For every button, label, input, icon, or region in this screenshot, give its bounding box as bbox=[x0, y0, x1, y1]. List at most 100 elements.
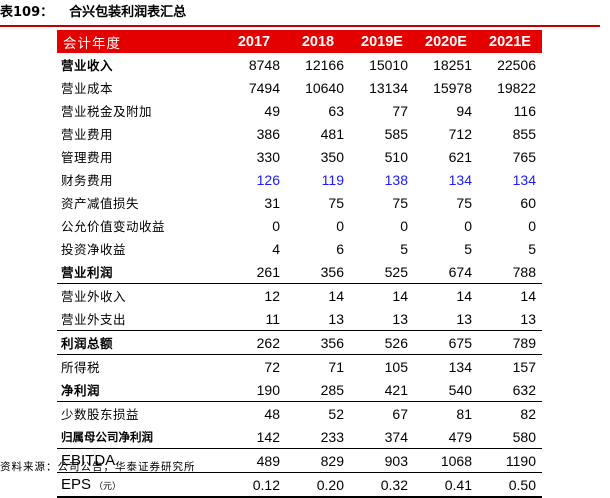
cell-value: 789 bbox=[478, 330, 542, 355]
cell-value: 75 bbox=[328, 194, 344, 211]
row-total-profit: 利润总额 262 356 526 675 789 bbox=[57, 330, 542, 355]
row-asset-impairment: 资产减值损失 31 75 75 75 60 bbox=[57, 191, 542, 214]
row-net-profit-attributable: 归属母公司净利润 142 233 374 479 580 bbox=[57, 425, 542, 449]
row-eps: EPS （元） 0.12 0.20 0.32 0.41 0.50 bbox=[57, 472, 542, 498]
cell-value: 13 bbox=[328, 310, 344, 327]
row-label: 净利润 bbox=[61, 383, 101, 398]
cell-value: 52 bbox=[286, 401, 350, 425]
cell-value: 5 bbox=[528, 240, 536, 257]
cell-value: 105 bbox=[350, 354, 414, 378]
cell-value: 22506 bbox=[497, 56, 536, 73]
row-label: 营业外支出 bbox=[61, 312, 127, 327]
cell-value: 479 bbox=[448, 428, 472, 445]
cell-value: 134 bbox=[512, 171, 536, 188]
cell-value: 71 bbox=[286, 354, 350, 378]
cell-value: 386 bbox=[256, 125, 280, 142]
cell-value: 14 bbox=[478, 283, 542, 307]
cell-value: 75 bbox=[456, 194, 472, 211]
cell-value: 5 bbox=[464, 240, 472, 257]
cell-value: 49 bbox=[264, 102, 280, 119]
cell-value: 138 bbox=[384, 171, 408, 188]
header-2021e: 2021E bbox=[478, 30, 542, 53]
caption-title: 合兴包装利润表汇总 bbox=[69, 5, 187, 20]
cell-value: 0.50 bbox=[478, 472, 542, 498]
cell-value: 11 bbox=[265, 310, 280, 327]
cell-value: 0.32 bbox=[350, 472, 414, 498]
cell-value: 233 bbox=[320, 428, 344, 445]
header-2019e: 2019E bbox=[350, 30, 414, 53]
cell-value: 94 bbox=[456, 102, 472, 119]
cell-value: 5 bbox=[400, 240, 408, 257]
cell-value: 374 bbox=[384, 428, 408, 445]
cell-value: 0 bbox=[464, 217, 472, 234]
cell-value: 0.12 bbox=[222, 472, 286, 498]
cell-value: 116 bbox=[513, 102, 536, 119]
row-label: 资产减值损失 bbox=[61, 196, 140, 211]
row-ebitda: EBITDA 489 829 903 1068 1190 bbox=[57, 448, 542, 473]
cell-value: 489 bbox=[222, 448, 286, 473]
cell-value: 12 bbox=[222, 283, 286, 307]
row-operating-revenue: 营业收入 8748 12166 15010 18251 22506 bbox=[57, 53, 542, 76]
row-operating-cost: 营业成本 7494 10640 13134 15978 19822 bbox=[57, 76, 542, 99]
row-non-operating-income: 营业外收入 12 14 14 14 14 bbox=[57, 283, 542, 307]
cell-value: 10640 bbox=[305, 79, 344, 96]
cell-value: 262 bbox=[222, 330, 286, 355]
cell-value: 4 bbox=[272, 240, 280, 257]
cell-value: 0.20 bbox=[286, 472, 350, 498]
cell-value: 903 bbox=[350, 448, 414, 473]
cell-value: 621 bbox=[448, 148, 472, 165]
row-operating-profit: 营业利润 261 356 525 674 788 bbox=[57, 260, 542, 284]
row-label: 营业外收入 bbox=[57, 283, 222, 307]
row-label: 营业税金及附加 bbox=[61, 104, 153, 119]
cell-value: 157 bbox=[478, 354, 542, 378]
cell-value: 14 bbox=[414, 283, 478, 307]
row-label: 归属母公司净利润 bbox=[61, 429, 153, 444]
row-label: EPS （元） bbox=[57, 472, 222, 498]
cell-value: 13 bbox=[392, 310, 408, 327]
cell-value: 829 bbox=[286, 448, 350, 473]
row-non-operating-expense: 营业外支出 11 13 13 13 13 bbox=[57, 307, 542, 331]
row-investment-income: 投资净收益 4 6 5 5 5 bbox=[57, 237, 542, 260]
row-label: EBITDA bbox=[57, 448, 222, 473]
cell-value: 119 bbox=[321, 171, 344, 188]
header-2017: 2017 bbox=[222, 30, 286, 53]
row-label: 投资净收益 bbox=[61, 242, 127, 257]
cell-value: 712 bbox=[448, 125, 472, 142]
cell-value: 12166 bbox=[305, 56, 344, 73]
cell-value: 63 bbox=[328, 102, 344, 119]
caption-label: 表109： bbox=[0, 5, 54, 20]
cell-value: 356 bbox=[320, 263, 344, 280]
cell-value: 81 bbox=[414, 401, 478, 425]
cell-value: 134 bbox=[414, 354, 478, 378]
row-label: 所得税 bbox=[57, 354, 222, 378]
row-label: 营业成本 bbox=[61, 81, 114, 96]
cell-value: 421 bbox=[384, 381, 408, 398]
cell-value: 674 bbox=[448, 263, 472, 280]
cell-value: 0.41 bbox=[414, 472, 478, 498]
row-label: 公允价值变动收益 bbox=[61, 219, 166, 234]
row-fair-value-change: 公允价值变动收益 0 0 0 0 0 bbox=[57, 214, 542, 237]
cell-value: 1190 bbox=[478, 448, 542, 473]
cell-value: 14 bbox=[286, 283, 350, 307]
cell-value: 526 bbox=[350, 330, 414, 355]
header-fiscal-year: 会计年度 bbox=[57, 30, 222, 53]
row-label: 少数股东损益 bbox=[57, 401, 222, 425]
row-label: 营业费用 bbox=[61, 127, 114, 142]
caption-divider bbox=[0, 25, 600, 27]
row-business-tax: 营业税金及附加 49 63 77 94 116 bbox=[57, 99, 542, 122]
eps-unit: （元） bbox=[94, 482, 122, 492]
cell-value: 481 bbox=[320, 125, 344, 142]
table-header-row: 会计年度 2017 2018 2019E 2020E 2021E bbox=[57, 30, 542, 53]
cell-value: 855 bbox=[512, 125, 536, 142]
cell-value: 134 bbox=[448, 171, 472, 188]
row-admin-expense: 管理费用 330 350 510 621 765 bbox=[57, 145, 542, 168]
row-label: 营业收入 bbox=[61, 58, 114, 73]
income-statement-table: 会计年度 2017 2018 2019E 2020E 2021E 营业收入 87… bbox=[57, 30, 542, 498]
header-2018: 2018 bbox=[286, 30, 350, 53]
row-label: 财务费用 bbox=[61, 173, 114, 188]
cell-value: 0 bbox=[528, 217, 536, 234]
row-label: 利润总额 bbox=[57, 330, 222, 355]
cell-value: 18251 bbox=[433, 56, 472, 73]
cell-value: 13 bbox=[520, 310, 536, 327]
row-label: 营业利润 bbox=[61, 265, 114, 280]
